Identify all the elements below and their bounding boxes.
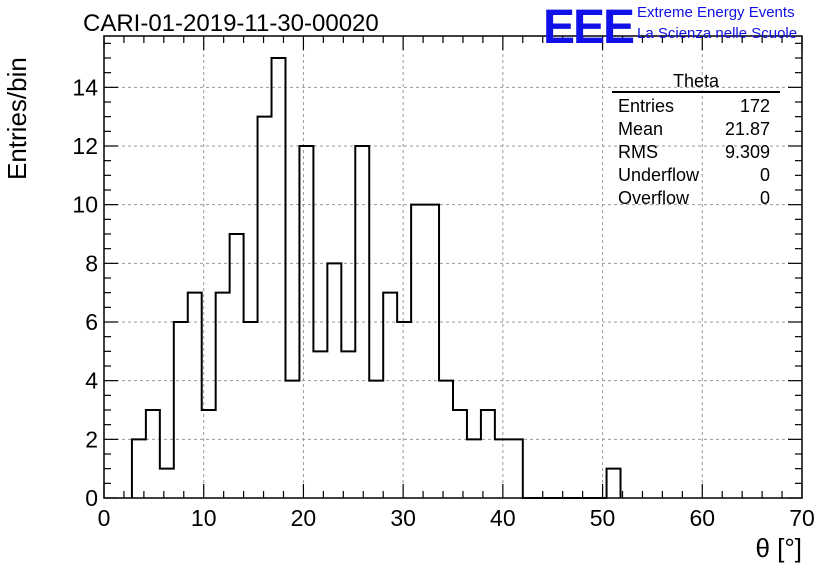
stats-label: RMS bbox=[618, 142, 658, 162]
eee-logo-line1: Extreme Energy Events bbox=[637, 4, 795, 21]
histogram-bin bbox=[272, 58, 286, 498]
stats-row: Overflow 0 bbox=[612, 187, 780, 210]
stats-label: Underflow bbox=[618, 165, 700, 185]
stats-value: 0 bbox=[759, 188, 770, 208]
tick-labels: 0 10 20 30 40 50 60 70 0 2 4 6 8 10 12 14 bbox=[72, 74, 814, 531]
tick-marks bbox=[103, 36, 803, 499]
histogram-series bbox=[130, 57, 622, 499]
histogram-bin bbox=[425, 205, 439, 498]
histogram-bin bbox=[341, 351, 355, 498]
stats-box: Theta Entries 172 Mean 21.87 RMS 9.309 Unde… bbox=[612, 72, 780, 210]
histogram-bin bbox=[174, 322, 188, 498]
histogram-outline bbox=[130, 57, 622, 499]
x-tick-label: 70 bbox=[789, 505, 815, 531]
stats-value: 21.87 bbox=[724, 119, 770, 139]
y-tick-label: 14 bbox=[72, 74, 98, 100]
stats-row: RMS 9.309 bbox=[612, 141, 780, 164]
histogram-bin bbox=[607, 469, 621, 498]
y-tick-label: 10 bbox=[72, 192, 98, 218]
stats-value: 9.309 bbox=[724, 142, 770, 162]
histogram-bin bbox=[397, 322, 411, 498]
histogram-bin bbox=[411, 205, 425, 498]
histogram-bin bbox=[230, 234, 244, 498]
eee-logo: EEE bbox=[543, 1, 635, 54]
y-tick-label: 4 bbox=[85, 368, 98, 394]
stats-row: Entries 172 bbox=[612, 95, 780, 118]
histogram-bin bbox=[481, 410, 495, 498]
histogram-bin bbox=[146, 410, 160, 498]
histogram-bin bbox=[132, 439, 146, 498]
x-tick-label: 30 bbox=[390, 505, 416, 531]
x-tick-label: 10 bbox=[191, 505, 217, 531]
histogram-bin bbox=[160, 469, 174, 498]
stats-label: Entries bbox=[618, 96, 675, 116]
eee-logo-line2: La Scienza nelle Scuole bbox=[637, 25, 798, 42]
x-tick-label: 0 bbox=[98, 505, 111, 531]
histogram-bin bbox=[244, 322, 258, 498]
y-axis-label: Entries/bin bbox=[2, 57, 32, 180]
stats-label: Overflow bbox=[618, 188, 690, 208]
y-tick-label: 8 bbox=[85, 250, 98, 276]
plot-frame bbox=[103, 35, 803, 499]
histogram-bin bbox=[509, 439, 523, 498]
stats-value: 172 bbox=[739, 96, 770, 116]
histogram-bin bbox=[453, 410, 467, 498]
histogram-bin bbox=[495, 439, 509, 498]
histogram-bin bbox=[383, 293, 397, 498]
histogram-bin bbox=[467, 439, 481, 498]
y-tick-label: 6 bbox=[85, 309, 98, 335]
x-tick-label: 60 bbox=[689, 505, 715, 531]
histogram-bin bbox=[313, 351, 327, 498]
stats-title: Theta bbox=[612, 72, 780, 93]
x-axis-label: θ [°] bbox=[755, 533, 802, 563]
axes-frame bbox=[103, 35, 803, 499]
run-title: CARI-01-2019-11-30-00020 bbox=[83, 10, 379, 37]
x-tick-label: 20 bbox=[291, 505, 317, 531]
histogram-bin bbox=[258, 117, 272, 498]
y-tick-label: 2 bbox=[85, 426, 98, 452]
stats-label: Mean bbox=[618, 119, 664, 139]
y-tick-label: 12 bbox=[72, 133, 98, 159]
x-tick-label: 40 bbox=[490, 505, 516, 531]
histogram-bin bbox=[299, 146, 313, 498]
x-tick-label: 50 bbox=[590, 505, 616, 531]
y-tick-label: 0 bbox=[85, 485, 98, 511]
stats-row: Underflow 0 bbox=[612, 164, 780, 187]
histogram-bin bbox=[216, 293, 230, 498]
histogram-bin bbox=[188, 293, 202, 498]
stats-row: Mean 21.87 bbox=[612, 118, 780, 141]
stats-value: 0 bbox=[759, 165, 770, 185]
